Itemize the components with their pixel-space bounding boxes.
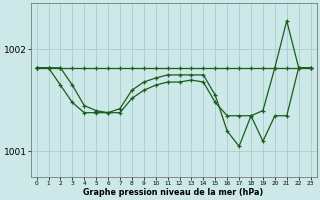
X-axis label: Graphe pression niveau de la mer (hPa): Graphe pression niveau de la mer (hPa) [84, 188, 264, 197]
